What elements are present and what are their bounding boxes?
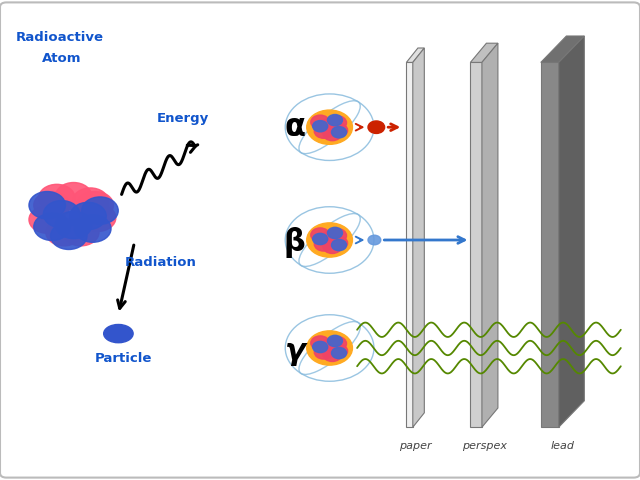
- Circle shape: [368, 121, 385, 133]
- Circle shape: [313, 120, 328, 132]
- Text: β: β: [284, 227, 305, 258]
- Polygon shape: [541, 62, 559, 427]
- Text: Radioactive: Radioactive: [16, 31, 104, 44]
- Text: Radiation: Radiation: [125, 256, 196, 269]
- Circle shape: [323, 240, 342, 253]
- Circle shape: [328, 336, 342, 347]
- Circle shape: [51, 222, 87, 250]
- Circle shape: [44, 201, 80, 228]
- Circle shape: [307, 331, 353, 365]
- Circle shape: [29, 206, 65, 233]
- Circle shape: [56, 182, 92, 210]
- Circle shape: [307, 223, 353, 257]
- Circle shape: [38, 184, 75, 212]
- Circle shape: [328, 115, 342, 126]
- Circle shape: [329, 344, 348, 358]
- Circle shape: [314, 345, 333, 359]
- Circle shape: [319, 232, 338, 246]
- Circle shape: [63, 218, 99, 246]
- Circle shape: [332, 348, 346, 359]
- Text: lead: lead: [550, 441, 575, 451]
- Circle shape: [314, 124, 333, 138]
- Circle shape: [332, 240, 346, 251]
- Circle shape: [329, 236, 348, 250]
- Text: Energy: Energy: [156, 112, 209, 125]
- Text: γ: γ: [285, 336, 305, 366]
- Polygon shape: [406, 62, 413, 427]
- Text: α: α: [285, 113, 306, 142]
- Circle shape: [46, 218, 82, 246]
- Circle shape: [79, 204, 116, 231]
- Circle shape: [328, 228, 346, 242]
- Circle shape: [56, 211, 92, 239]
- Circle shape: [323, 127, 342, 141]
- Circle shape: [82, 197, 118, 224]
- Circle shape: [323, 348, 342, 361]
- Polygon shape: [470, 43, 498, 62]
- Circle shape: [70, 203, 106, 230]
- Circle shape: [314, 237, 333, 251]
- Circle shape: [329, 123, 348, 137]
- Circle shape: [313, 341, 328, 353]
- Circle shape: [328, 116, 346, 130]
- Ellipse shape: [104, 324, 133, 343]
- Circle shape: [34, 213, 70, 240]
- Text: Particle: Particle: [95, 352, 152, 365]
- Polygon shape: [413, 48, 424, 427]
- Circle shape: [319, 340, 338, 354]
- Circle shape: [307, 110, 353, 144]
- Circle shape: [368, 235, 381, 245]
- Circle shape: [332, 127, 346, 138]
- Text: Atom: Atom: [42, 52, 81, 65]
- Circle shape: [75, 215, 111, 242]
- Circle shape: [311, 336, 330, 350]
- Circle shape: [34, 192, 70, 219]
- Circle shape: [328, 336, 346, 350]
- Circle shape: [29, 192, 65, 219]
- Circle shape: [313, 233, 328, 245]
- Polygon shape: [406, 48, 424, 62]
- Circle shape: [77, 192, 113, 219]
- Text: paper: paper: [399, 441, 431, 451]
- Circle shape: [311, 228, 330, 242]
- Polygon shape: [559, 36, 584, 427]
- Text: perspex: perspex: [461, 441, 507, 451]
- Circle shape: [72, 188, 109, 215]
- Polygon shape: [541, 36, 584, 62]
- Polygon shape: [482, 43, 498, 427]
- Circle shape: [311, 115, 330, 129]
- Circle shape: [319, 119, 338, 133]
- Circle shape: [328, 228, 342, 239]
- Polygon shape: [470, 62, 482, 427]
